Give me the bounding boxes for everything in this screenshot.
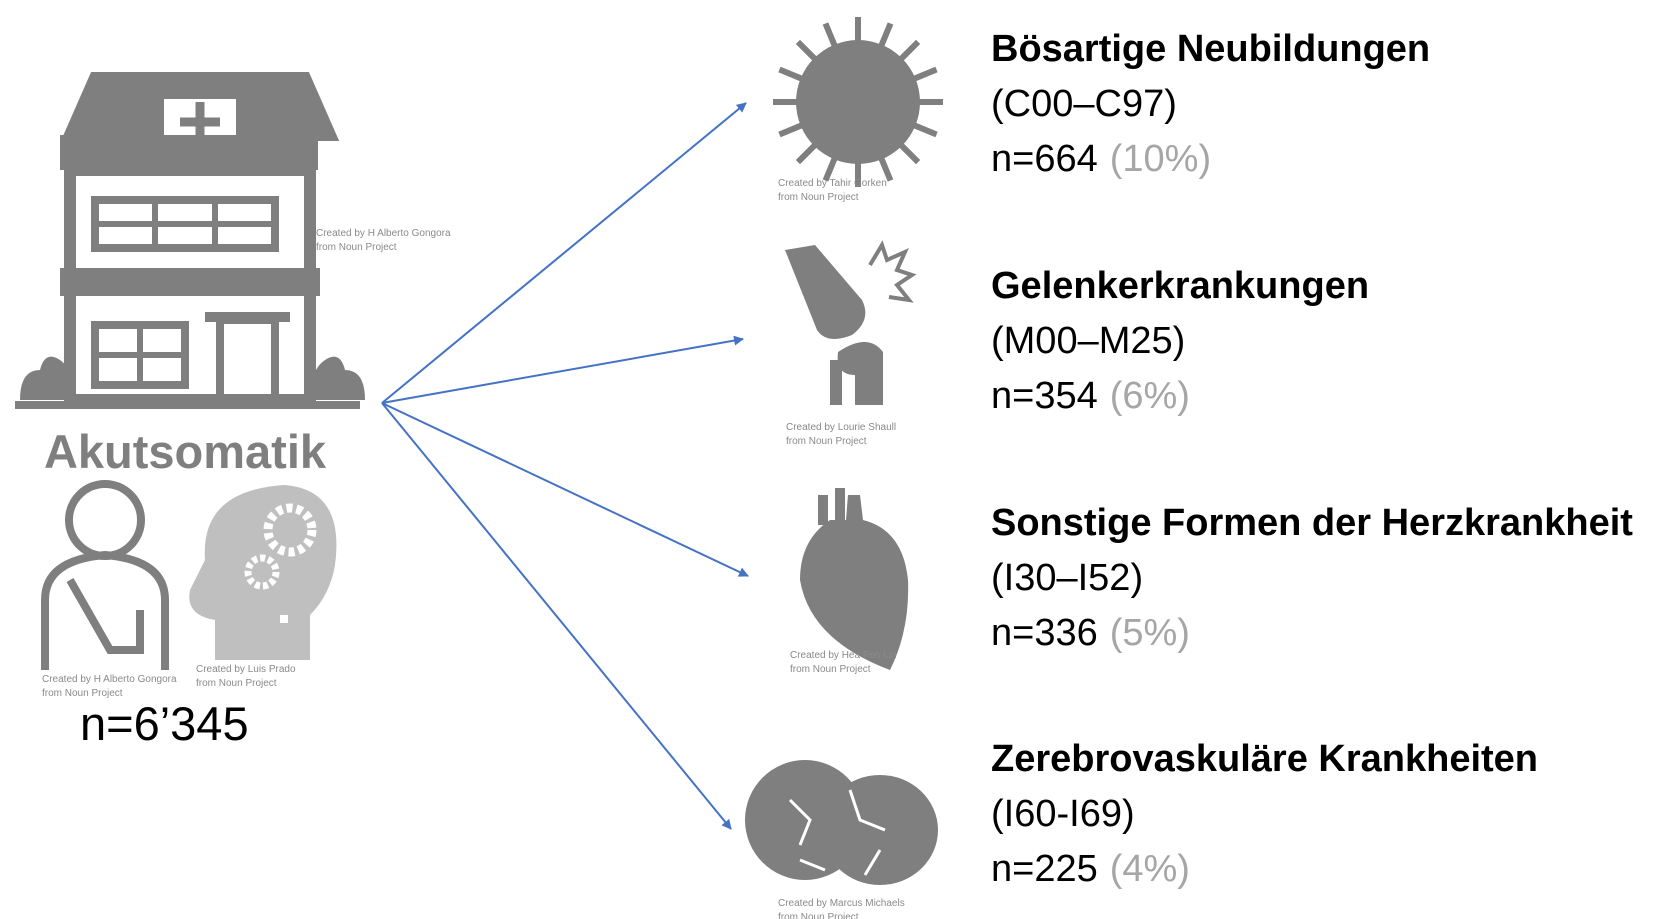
target-count-line: n=225 (4%) — [991, 848, 1190, 890]
credit-line: Created by H Alberto Gongora — [42, 674, 177, 685]
target-count: n=664 — [991, 138, 1098, 180]
brain-icon — [745, 760, 938, 885]
spike — [795, 39, 822, 66]
credit-line: Created by Tahir Gorken — [778, 178, 887, 189]
credit-line: Created by Lourie Shaull — [786, 422, 896, 433]
target-share: (5%) — [1110, 612, 1190, 654]
spike — [795, 138, 822, 165]
spike — [907, 66, 938, 84]
target-count: n=336 — [991, 612, 1098, 654]
target-code: (I60-I69) — [991, 793, 1135, 835]
spike — [876, 22, 894, 53]
target-share: (10%) — [1110, 138, 1211, 180]
credit-line: from Noun Project — [196, 678, 277, 689]
target-count: n=354 — [991, 375, 1098, 417]
credit-line: from Noun Project — [790, 664, 871, 675]
spike — [778, 66, 809, 84]
spike — [822, 151, 840, 182]
credit-line: Created by Hea Poh Lin — [790, 650, 897, 661]
spike — [778, 120, 809, 138]
arrow — [381, 335, 744, 404]
target-code: (I30–I52) — [991, 557, 1143, 599]
head-icon — [189, 485, 337, 660]
patient-icon — [41, 480, 169, 670]
spike — [894, 138, 921, 165]
source-label: Akutsomatik — [44, 425, 327, 478]
target-count: n=225 — [991, 848, 1098, 890]
target-title: Zerebrovaskuläre Krankheiten — [991, 738, 1538, 780]
target-title: Gelenkerkrankungen — [991, 265, 1369, 307]
credit-line: Created by H Alberto Gongora — [316, 228, 451, 239]
arrow — [381, 402, 732, 830]
target-count-line: n=664 (10%) — [991, 138, 1211, 180]
target-code: (C00–C97) — [991, 83, 1177, 125]
hospital-icon — [15, 72, 365, 409]
credit-line: Created by Luis Prado — [196, 664, 296, 675]
credit-line: from Noun Project — [316, 242, 397, 253]
spike — [894, 39, 921, 66]
heart-icon — [800, 488, 909, 670]
virus-icon — [773, 17, 943, 187]
target-count-line: n=336 (5%) — [991, 612, 1190, 654]
spike — [822, 22, 840, 53]
target-share: (6%) — [1110, 375, 1190, 417]
target-count-line: n=354 (6%) — [991, 375, 1190, 417]
target-code: (M00–M25) — [991, 320, 1185, 362]
credit-line: from Noun Project — [42, 688, 123, 699]
arrow — [381, 102, 747, 404]
arrow — [381, 402, 749, 577]
spike — [876, 151, 894, 182]
joint-icon — [785, 240, 917, 405]
credit-line: from Noun Project — [778, 192, 859, 203]
credit-line: from Noun Project — [786, 436, 867, 447]
target-share: (4%) — [1110, 848, 1190, 890]
credit-line: Created by Marcus Michaels — [778, 898, 905, 909]
target-title: Bösartige Neubildungen — [991, 28, 1430, 70]
source-count: n=6’345 — [80, 697, 249, 750]
spike — [907, 120, 938, 138]
target-title: Sonstige Formen der Herzkrankheit — [991, 502, 1633, 544]
credit-line: from Noun Project — [778, 912, 859, 919]
